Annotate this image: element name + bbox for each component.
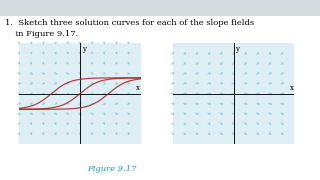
Text: y: y: [82, 45, 86, 53]
Text: x: x: [290, 84, 293, 92]
Text: y: y: [236, 45, 239, 53]
Text: Figure 9.17: Figure 9.17: [87, 165, 137, 173]
Text: x: x: [136, 84, 140, 92]
Text: 1.  Sketch three solution curves for each of the slope fields
    in Figure 9.17: 1. Sketch three solution curves for each…: [5, 19, 254, 38]
